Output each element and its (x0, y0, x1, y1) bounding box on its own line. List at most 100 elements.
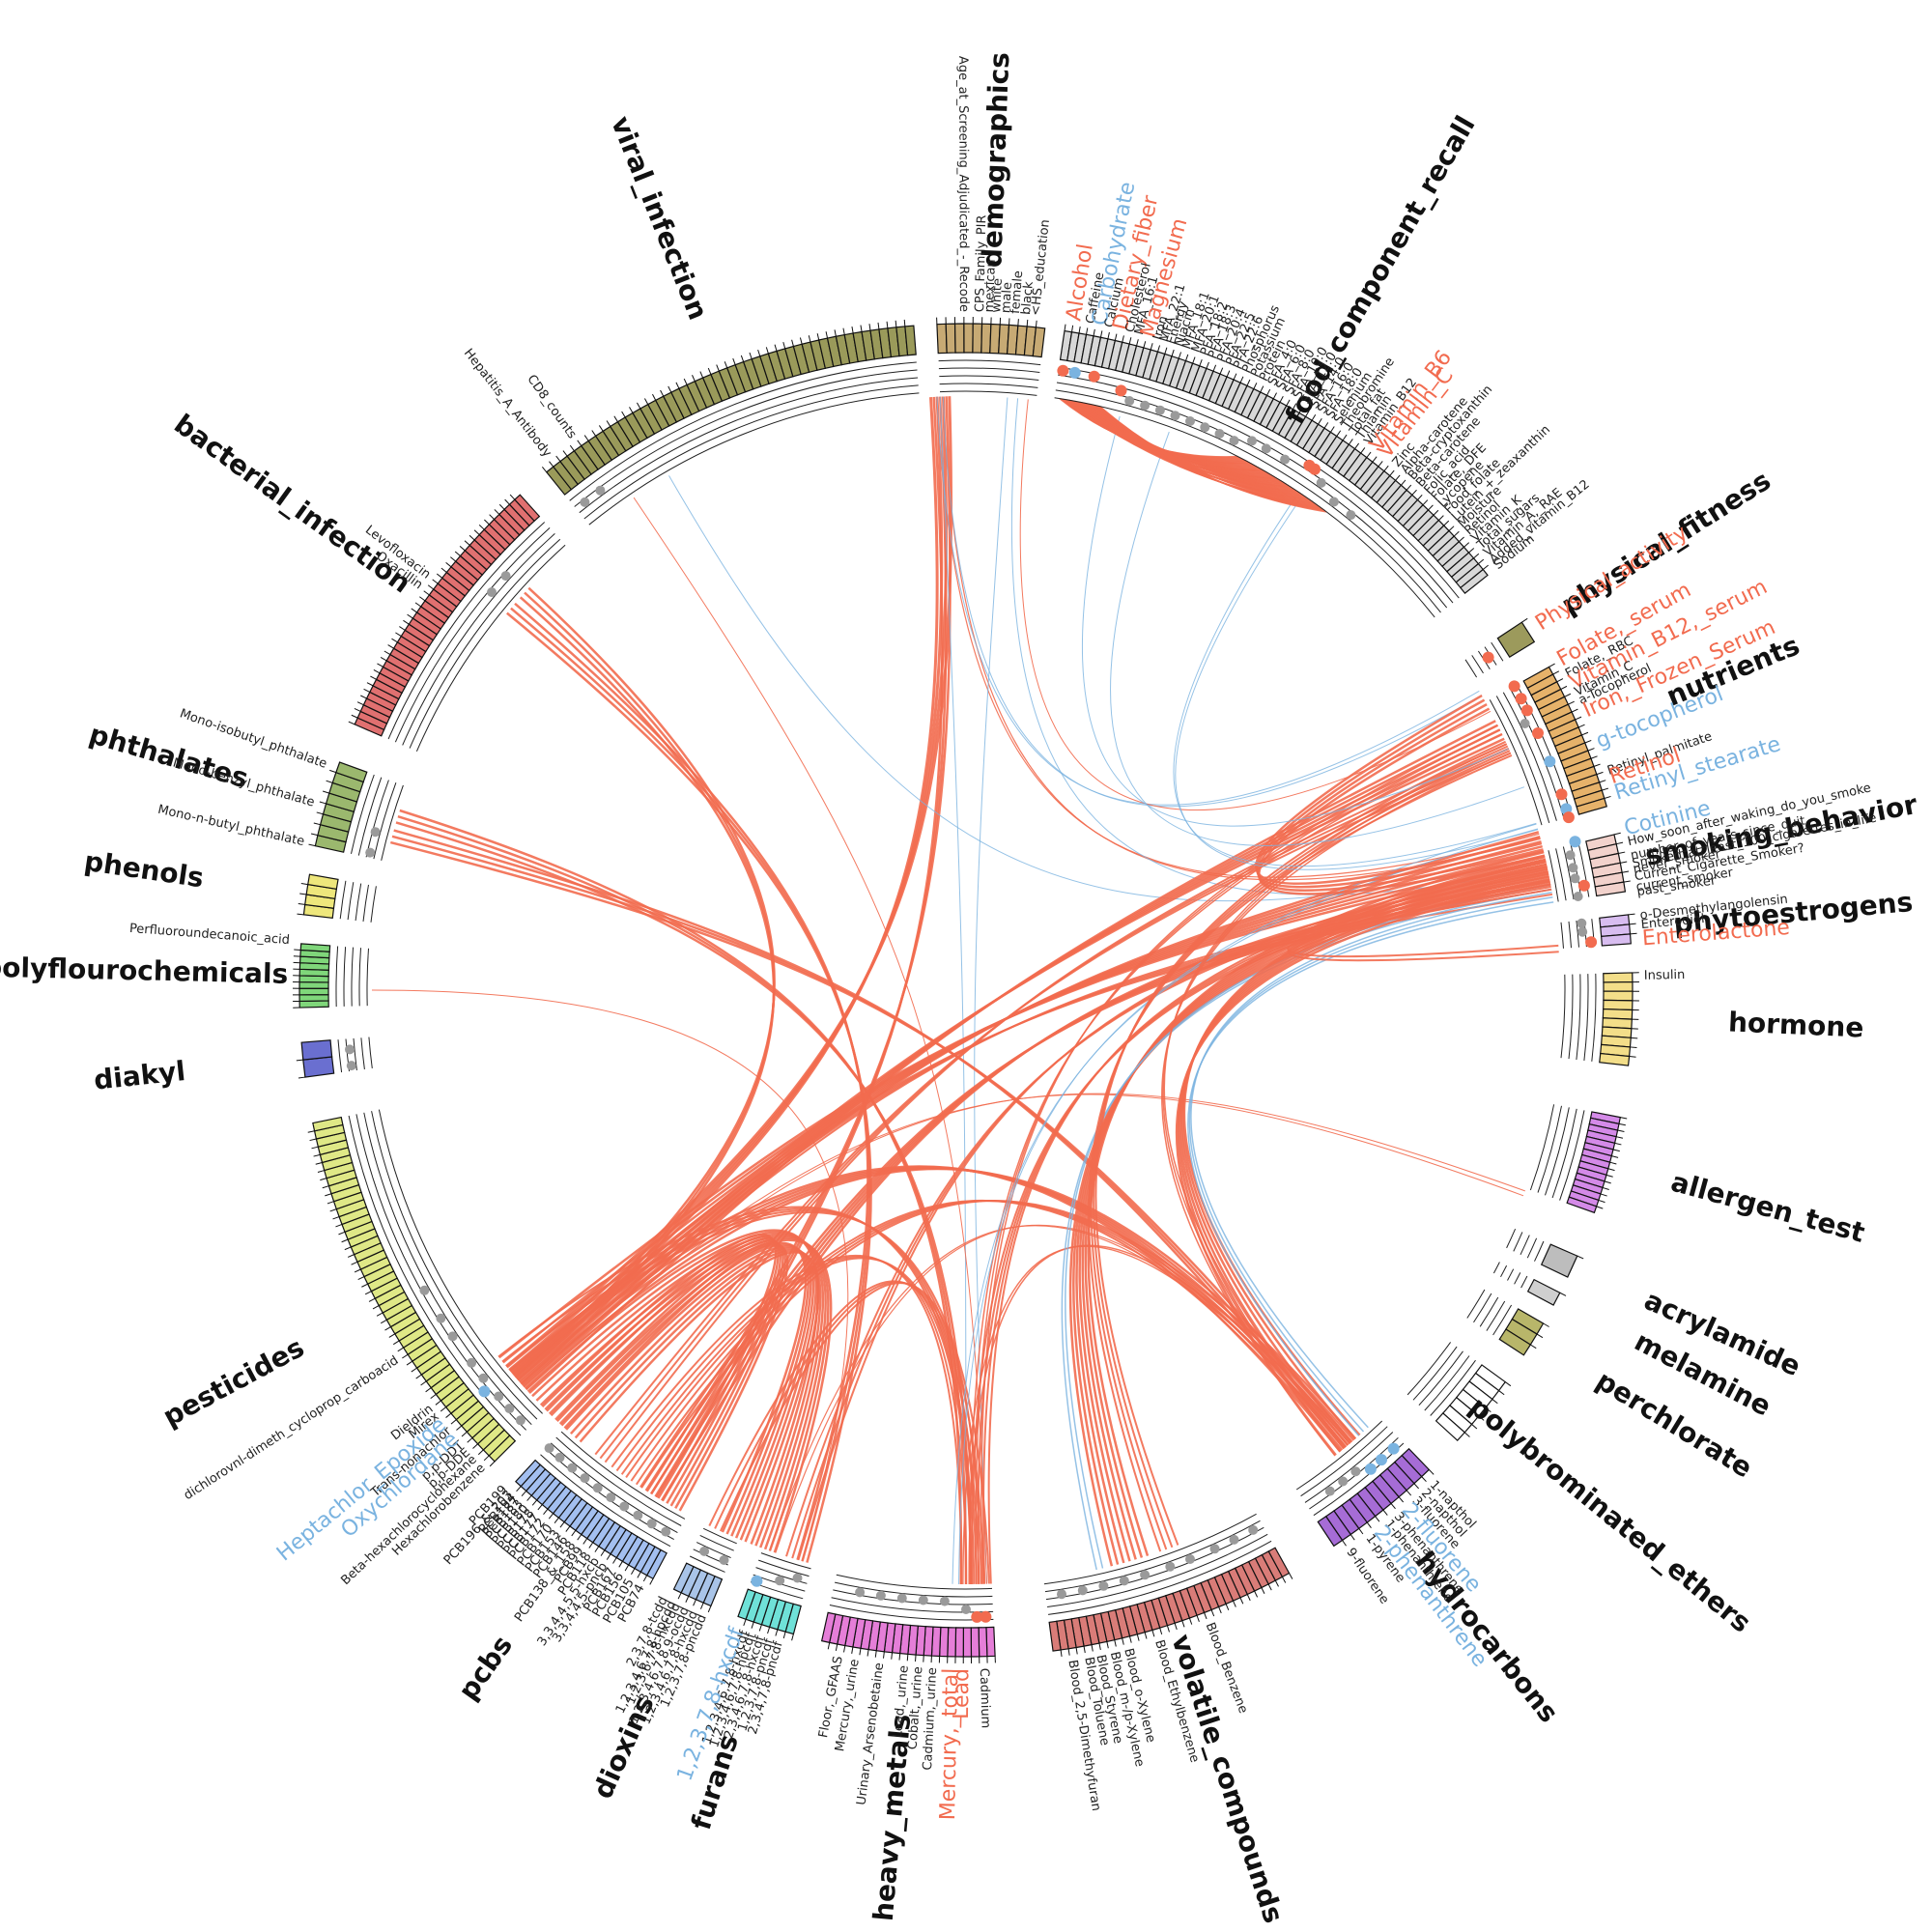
bar-tick (1106, 1641, 1109, 1649)
bar-tick (325, 1193, 332, 1197)
bar-tick (1622, 870, 1630, 873)
bar-tick (1358, 1528, 1364, 1535)
bar-tick (743, 1619, 747, 1627)
bar-tick (296, 1059, 303, 1062)
bar-tick (1372, 456, 1378, 463)
bar-tick (1128, 1635, 1132, 1643)
bar-tick (372, 1305, 380, 1310)
variable-label: Perfluoroundecanoic_acid (128, 922, 290, 948)
guide-arc (365, 780, 389, 858)
bar-tick (1060, 1649, 1063, 1657)
bar-tick (489, 514, 495, 520)
bar-tick (642, 1575, 648, 1582)
variable-label: mexican (982, 259, 999, 313)
bar-tick (1564, 693, 1572, 697)
bar-tick (851, 1646, 854, 1654)
bar-tick (341, 1238, 349, 1243)
significance-dot (1098, 1580, 1109, 1591)
bar-tick (1233, 1600, 1236, 1607)
bar-tick (554, 1517, 559, 1524)
category-bar (300, 1039, 333, 1061)
bar-tick (629, 407, 634, 413)
category-hormone (1560, 972, 1639, 1066)
bar-tick (668, 385, 672, 393)
significance-dot (365, 847, 376, 858)
significance-dot (1140, 400, 1151, 411)
category-bar (1603, 990, 1634, 1002)
guide-arc (1507, 1268, 1515, 1281)
bar-tick (859, 1648, 862, 1656)
variable-label: Insulin (1644, 968, 1686, 983)
guide-arc (1492, 1304, 1513, 1336)
bar-tick (548, 1513, 554, 1520)
bar-tick (1192, 356, 1196, 364)
guide-arc (699, 1534, 734, 1551)
significance-dot (595, 485, 606, 496)
bar-tick (1504, 1381, 1512, 1387)
category-label-viral: viral_infection (605, 112, 714, 325)
bar-tick (420, 1380, 427, 1386)
bar-tick (297, 913, 304, 916)
bar-tick (582, 1538, 588, 1545)
significance-dot (370, 827, 381, 838)
bar-tick (313, 1153, 321, 1157)
bar-tick (1616, 841, 1624, 845)
bar-tick (898, 1653, 901, 1661)
bar-tick (1143, 341, 1147, 349)
bar-tick (1342, 1540, 1347, 1547)
bar-tick (1607, 1168, 1615, 1172)
bar-tick (877, 322, 880, 329)
category-smoking (1548, 832, 1631, 902)
bar-tick (380, 1319, 387, 1324)
bar-tick (1204, 1612, 1208, 1620)
bar-tick (1395, 474, 1401, 481)
bar-tick (1246, 1594, 1251, 1602)
guide-arc (1059, 366, 1460, 599)
bar-tick (758, 1624, 762, 1632)
significance-dot (1185, 1554, 1195, 1564)
bar-tick (775, 1629, 779, 1636)
association-link (526, 1229, 819, 1545)
bar-tick (1471, 1424, 1478, 1430)
bar-tick (1199, 359, 1203, 366)
variable-label: Age_at_Screening_Adjudicated_-_Recode (955, 56, 971, 312)
bar-tick (1577, 724, 1585, 728)
category-volatile (1043, 1513, 1293, 1657)
bar-tick (351, 714, 358, 719)
bar-tick (403, 619, 410, 625)
category-bar (970, 1627, 980, 1658)
bar-tick (348, 721, 355, 725)
guide-arc (550, 1442, 678, 1534)
significance-dot (1364, 1463, 1377, 1475)
category-bar (963, 323, 974, 354)
bar-tick (1421, 1476, 1427, 1483)
guide-arc (555, 1436, 682, 1526)
guide-arc (1300, 1426, 1388, 1497)
significance-dot (1185, 416, 1195, 426)
bar-tick (1375, 1516, 1380, 1522)
guide-arc (1568, 974, 1574, 1060)
bar-tick (411, 1367, 417, 1373)
bar-tick (569, 444, 575, 452)
bar-tick (1629, 923, 1636, 925)
category-bar (1594, 881, 1627, 897)
guide-arc (1555, 848, 1567, 901)
significance-dot (1577, 926, 1588, 937)
bar-tick (1605, 1174, 1613, 1178)
bar-tick (1389, 469, 1395, 476)
bar-tick (445, 561, 452, 568)
association-link (501, 854, 1546, 1364)
bar-tick (483, 1455, 490, 1462)
bar-tick (740, 355, 745, 362)
significance-dot (478, 1373, 489, 1383)
category-bar (298, 987, 329, 996)
guide-arc (1430, 1359, 1476, 1416)
bar-tick (757, 349, 761, 356)
association-link (1019, 399, 1492, 811)
bar-tick (1613, 832, 1621, 836)
bar-tick (1473, 553, 1480, 559)
variable-label: Enterodiol (1640, 912, 1705, 932)
bar-tick (1478, 1415, 1485, 1421)
significance-dot (1170, 411, 1180, 421)
bar-tick (1602, 1186, 1609, 1190)
